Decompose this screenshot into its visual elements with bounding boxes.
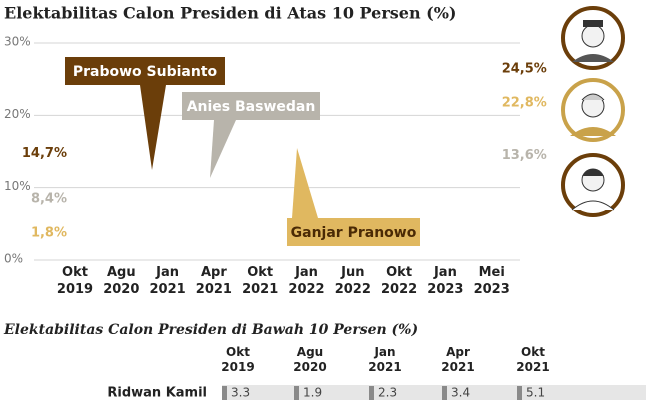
row-label: Ridwan Kamil [107,386,207,400]
cell-marker [442,386,447,400]
cell-marker [294,386,299,400]
x-tick-label: Okt 2022 [381,265,418,297]
legend-label: Anies Baswedan [187,99,316,115]
data-label: 13,6% [502,148,547,163]
x-tick-label: Jan 2021 [149,265,186,297]
callout-pointer [210,120,236,178]
x-tick-label: Jun 2022 [334,265,371,297]
legend-label: Ganjar Pranowo [291,225,417,241]
callout: Prabowo Subianto [65,57,225,170]
x-tick-label: Okt 2021 [242,265,279,297]
legend-label: Prabowo Subianto [73,64,218,80]
y-tick-label: 30% [4,35,31,49]
x-tick-label: Jan 2023 [427,265,464,297]
table-header: Jan 2021 [368,345,402,374]
x-tick-label: Apr 2021 [195,265,232,297]
y-tick-label: 20% [4,107,31,121]
portraits [561,6,625,217]
callout-box [182,92,320,120]
table-cell: 1.9 [303,386,322,400]
cell-marker [517,386,522,400]
callout: Ganjar Pranowo [287,148,420,246]
callout-pointer [292,148,318,218]
table-cell: 2.3 [378,386,397,400]
data-label: 14,7% [22,146,67,161]
data-label: 8,4% [31,192,67,207]
callout: Anies Baswedan [182,92,320,178]
table-cell: 3.3 [231,386,250,400]
callout-pointer [140,85,166,170]
table-header: Agu 2020 [293,345,327,374]
table-cell: 5.1 [526,386,545,400]
x-tick-label: Jan 2022 [288,265,325,297]
x-tick-label: Agu 2020 [103,265,140,297]
cell-marker [222,386,227,400]
callout-box [65,57,225,85]
cell-marker [369,386,374,400]
chart-title: Elektabilitas Calon Presiden di Atas 10 … [4,4,457,23]
data-label: 1,8% [31,225,67,240]
data-label: 22,8% [502,96,547,111]
table-header: Okt 2021 [516,345,550,374]
row-band [222,385,646,400]
x-tick-label: Mei 2023 [473,265,510,297]
data-label: 24,5% [502,61,547,76]
table-header: Apr 2021 [441,345,475,374]
y-tick-label: 0% [4,252,23,266]
callout-box [287,218,420,246]
table-title: Elektabilitas Calon Presiden di Bawah 10… [3,322,418,338]
table-header: Okt 2019 [221,345,255,374]
table-cell: 3.4 [451,386,470,400]
y-tick-label: 10% [4,179,31,193]
x-tick-label: Okt 2019 [56,265,94,297]
